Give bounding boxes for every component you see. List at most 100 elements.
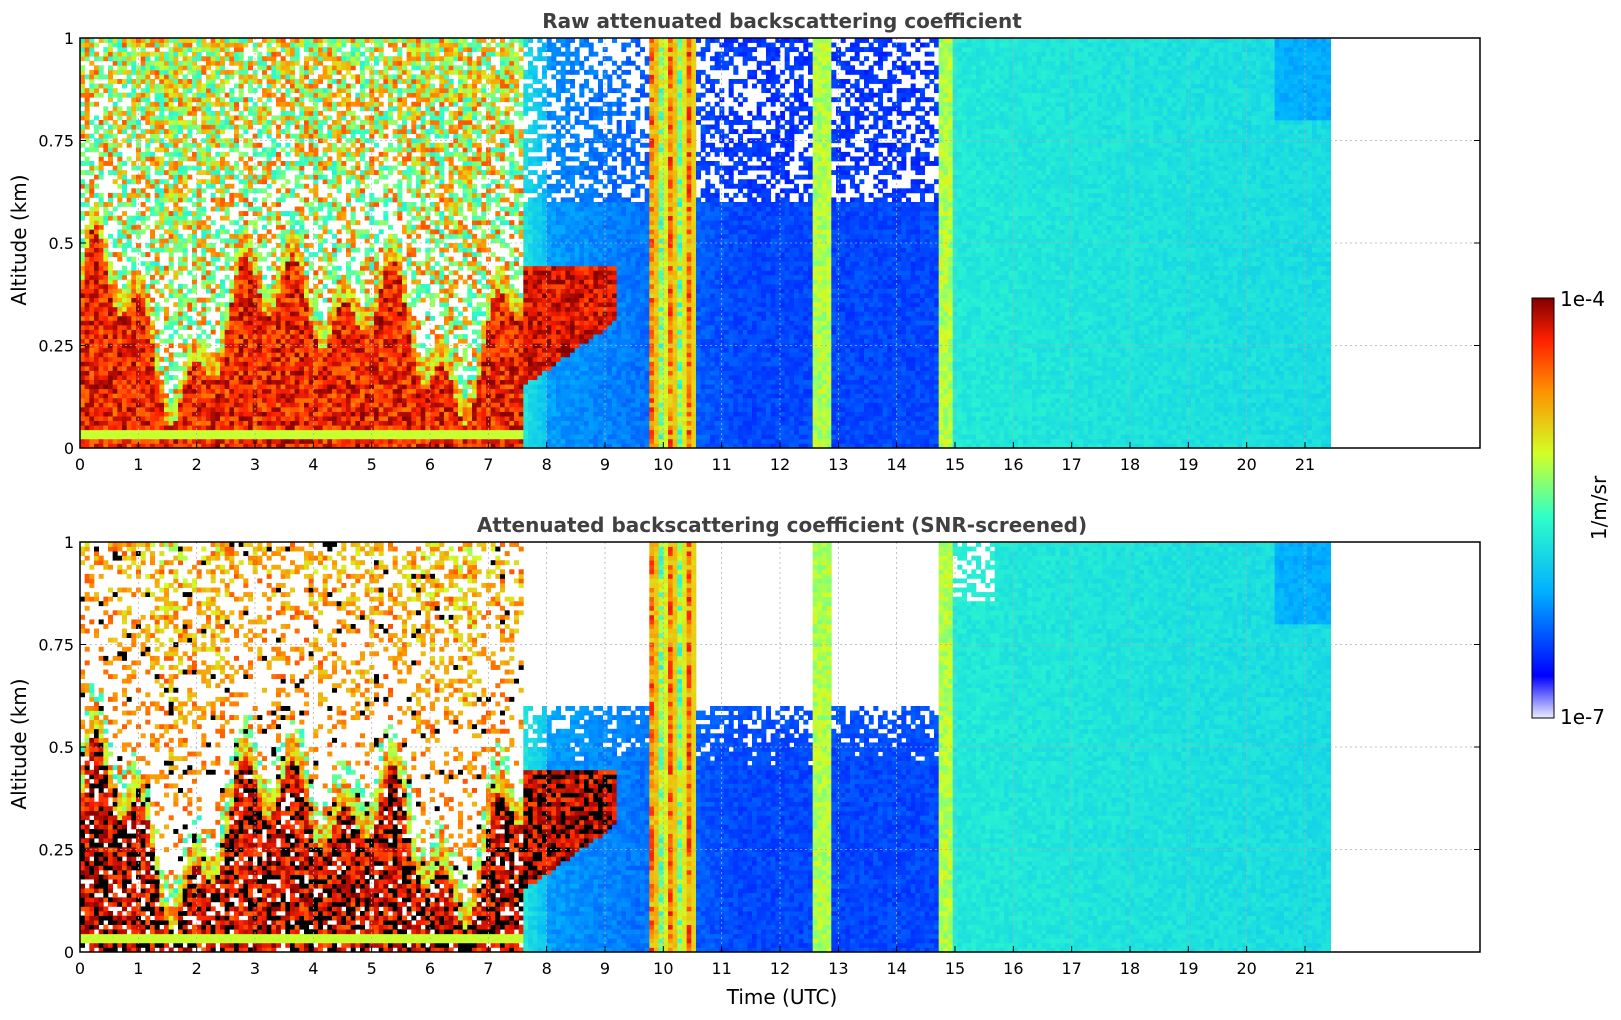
- heatmap-cell: [210, 274, 216, 280]
- heatmap-cell: [304, 233, 310, 239]
- heatmap-cell: [145, 311, 151, 317]
- heatmap-cell: [112, 192, 118, 198]
- heatmap-cell: [360, 438, 366, 444]
- heatmap-cell: [136, 279, 142, 285]
- heatmap-cell: [388, 42, 394, 48]
- heatmap-cell: [238, 306, 244, 312]
- heatmap-cell: [318, 361, 324, 367]
- heatmap-cell: [360, 97, 366, 103]
- heatmap-cell: [168, 315, 174, 321]
- heatmap-cell: [294, 302, 300, 308]
- heatmap-cell: [196, 265, 202, 271]
- heatmap-cell: [383, 284, 389, 289]
- heatmap-cell: [229, 279, 235, 285]
- heatmap-cell: [164, 429, 170, 435]
- heatmap-cell: [187, 416, 193, 422]
- heatmap-cell: [378, 347, 384, 353]
- heatmap-cell: [117, 438, 123, 444]
- heatmap-cell: [168, 69, 174, 75]
- heatmap-cell: [341, 284, 347, 289]
- heatmap-cell: [206, 97, 212, 103]
- heatmap-cell: [392, 106, 398, 112]
- heatmap-cell: [117, 288, 123, 294]
- heatmap-cell: [248, 416, 254, 422]
- heatmap-cell: [308, 411, 314, 417]
- heatmap-cell: [112, 338, 118, 344]
- heatmap-cell: [182, 347, 188, 353]
- heatmap-cell: [182, 425, 188, 431]
- heatmap-cell: [159, 124, 165, 130]
- heatmap-cell: [164, 306, 170, 312]
- heatmap-cell: [98, 384, 104, 390]
- heatmap-cell: [374, 288, 380, 294]
- heatmap-cell: [210, 279, 216, 285]
- heatmap-cell: [145, 315, 151, 321]
- heatmap-cell: [290, 288, 296, 294]
- heatmap-cell: [234, 256, 240, 262]
- heatmap-cell: [215, 179, 221, 185]
- heatmap-cell: [280, 56, 286, 62]
- heatmap-cell: [290, 265, 296, 271]
- heatmap-cell: [388, 256, 394, 262]
- heatmap-cell: [252, 179, 258, 185]
- heatmap-cell: [248, 352, 254, 358]
- heatmap-cell: [360, 315, 366, 321]
- heatmap-cell: [374, 393, 380, 399]
- heatmap-cell: [136, 284, 142, 289]
- heatmap-cell: [383, 133, 389, 139]
- heatmap-cell: [145, 170, 151, 176]
- heatmap-cell: [280, 92, 286, 98]
- heatmap-cell: [234, 265, 240, 271]
- heatmap-cell: [313, 393, 319, 399]
- heatmap-cell: [322, 416, 328, 422]
- heatmap-cell: [140, 320, 146, 326]
- heatmap-cell: [201, 315, 207, 321]
- heatmap-cell: [299, 233, 305, 239]
- heatmap-cell: [378, 129, 384, 135]
- heatmap-cell: [131, 101, 137, 107]
- heatmap-cell: [234, 129, 240, 135]
- heatmap-cell: [154, 379, 160, 385]
- heatmap-cell: [154, 124, 160, 130]
- heatmap-cell: [392, 274, 398, 280]
- heatmap-cell: [280, 356, 286, 362]
- heatmap-cell: [206, 429, 212, 435]
- heatmap-cell: [201, 65, 207, 71]
- heatmap-cell: [234, 311, 240, 317]
- heatmap-cell: [112, 329, 118, 335]
- heatmap-cell: [290, 101, 296, 107]
- heatmap-cell: [89, 443, 95, 449]
- heatmap-cell: [327, 38, 333, 43]
- heatmap-cell: [402, 384, 408, 390]
- heatmap-cell: [196, 151, 202, 157]
- heatmap-cell: [98, 375, 104, 381]
- heatmap-cell: [322, 434, 328, 440]
- heatmap-cell: [266, 375, 272, 381]
- heatmap-cell: [187, 101, 193, 107]
- heatmap-cell: [136, 142, 142, 148]
- heatmap-cell: [346, 151, 352, 157]
- heatmap-cell: [285, 279, 291, 285]
- heatmap-cell: [341, 51, 347, 57]
- heatmap-cell: [318, 247, 324, 253]
- heatmap-cell: [294, 233, 300, 239]
- heatmap-cell: [336, 315, 342, 321]
- heatmap-cell: [322, 161, 328, 166]
- heatmap-cell: [187, 188, 193, 194]
- heatmap-cell: [94, 334, 100, 340]
- heatmap-cell: [374, 402, 380, 408]
- heatmap-cell: [220, 42, 226, 48]
- heatmap-cell: [304, 88, 310, 94]
- heatmap-cell: [168, 261, 174, 267]
- heatmap-cell: [178, 79, 184, 84]
- heatmap-cell: [80, 202, 86, 207]
- heatmap-cell: [248, 315, 254, 321]
- heatmap-cell: [248, 120, 254, 125]
- heatmap-cell: [154, 329, 160, 335]
- heatmap-cell: [313, 142, 319, 148]
- heatmap-cell: [206, 284, 212, 289]
- heatmap-cell: [402, 69, 408, 75]
- heatmap-cell: [248, 88, 254, 94]
- heatmap-cell: [374, 256, 380, 262]
- heatmap-cell: [290, 38, 296, 43]
